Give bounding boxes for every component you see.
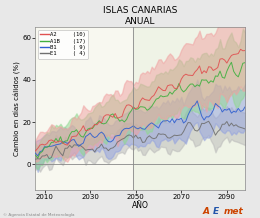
Y-axis label: Cambio en días cálidos (%): Cambio en días cálidos (%): [14, 61, 21, 156]
X-axis label: AÑO: AÑO: [132, 201, 149, 210]
Text: © Agencia Estatal de Meteorología: © Agencia Estatal de Meteorología: [3, 213, 74, 217]
Title: ISLAS CANARIAS
ANUAL: ISLAS CANARIAS ANUAL: [103, 5, 178, 26]
Bar: [133, 27, 256, 190]
Text: met: met: [224, 207, 243, 216]
Text: A: A: [203, 207, 210, 216]
Text: E: E: [213, 207, 219, 216]
Legend: A2     (10), A1B    (17), B1     ( 9), E1     ( 4): A2 (10), A1B (17), B1 ( 9), E1 ( 4): [38, 30, 88, 58]
